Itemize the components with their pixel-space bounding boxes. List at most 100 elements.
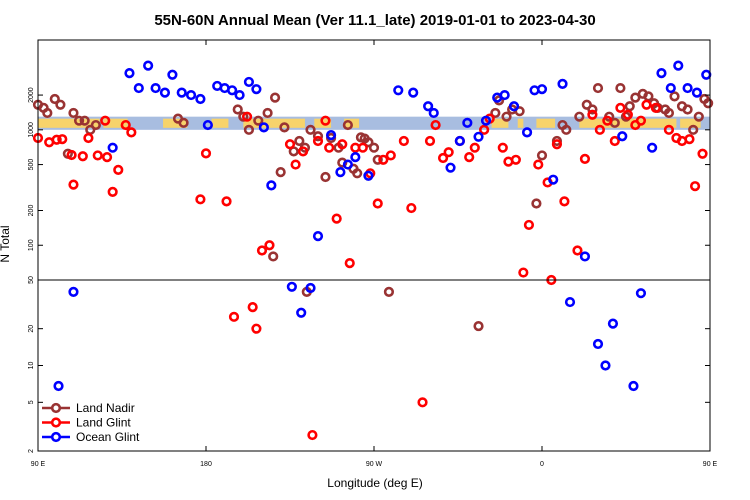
data-point (363, 137, 374, 148)
data-point (251, 84, 262, 95)
data-point (312, 131, 324, 142)
data-point (90, 119, 101, 131)
data-point (531, 198, 542, 209)
data-point (296, 307, 307, 318)
data-point (243, 124, 255, 135)
data-point (417, 397, 428, 408)
data-point (200, 148, 212, 159)
band-land (536, 118, 556, 128)
y-tick-label-upper: 500 (28, 159, 35, 171)
data-point (243, 76, 255, 88)
data-point (689, 181, 701, 192)
data-point (312, 135, 324, 147)
data-point (275, 167, 286, 178)
y-tick-label-lower: 50 (28, 276, 35, 284)
data-point (635, 115, 647, 126)
data-point (159, 87, 171, 98)
data-point (587, 109, 598, 120)
data-point (305, 282, 316, 294)
data-point (268, 251, 279, 262)
data-point (325, 130, 337, 141)
data-point (464, 152, 475, 163)
legend-label: Land Nadir (76, 401, 135, 415)
data-point (264, 240, 275, 251)
data-point (234, 89, 245, 101)
data-point (77, 151, 88, 162)
data-point (628, 380, 639, 392)
data-point (663, 124, 675, 135)
series-land-nadir (32, 82, 714, 332)
data-point (557, 78, 568, 89)
data-point (357, 142, 368, 153)
data-point (443, 147, 454, 158)
data-point (592, 82, 604, 94)
data-point (49, 93, 60, 105)
data-point (600, 360, 611, 371)
data-point (594, 124, 605, 135)
data-point (703, 98, 714, 109)
data-point (548, 174, 559, 185)
data-point (630, 92, 641, 103)
data-point (101, 152, 113, 163)
data-point (279, 122, 290, 133)
data-point (473, 320, 484, 332)
data-point (499, 89, 510, 101)
data-point (688, 124, 699, 135)
data-point (479, 124, 490, 135)
data-point (344, 258, 355, 269)
data-point (286, 281, 297, 292)
data-point (564, 296, 576, 308)
data-point (73, 115, 85, 126)
data-point (693, 111, 704, 122)
data-point (647, 142, 658, 153)
data-point (57, 134, 68, 145)
data-point (262, 107, 273, 119)
data-point (368, 142, 380, 153)
data-point (202, 119, 213, 131)
legend-marker (50, 402, 62, 414)
data-point (66, 149, 77, 161)
data-point (669, 91, 680, 102)
data-point (518, 267, 529, 278)
data-point (490, 107, 501, 119)
y-tick-label-upper: 1000 (28, 122, 35, 138)
data-point (307, 429, 318, 441)
data-point (430, 119, 441, 131)
data-point (378, 154, 389, 165)
data-point (350, 152, 361, 163)
data-point (536, 150, 548, 161)
data-point (195, 194, 206, 205)
data-point (297, 146, 309, 157)
data-point (473, 131, 484, 142)
data-point (561, 124, 572, 135)
data-point (335, 167, 346, 178)
data-point (178, 117, 189, 128)
data-point (592, 338, 604, 350)
band-land (579, 118, 677, 128)
y-axis-label: N Total (0, 225, 12, 262)
data-point (305, 124, 316, 135)
data-point (113, 164, 124, 175)
data-point (150, 82, 161, 94)
y-tick-label-lower: 10 (28, 362, 35, 370)
data-point (602, 115, 613, 126)
data-point (615, 102, 626, 113)
data-point (68, 107, 79, 119)
data-point (697, 148, 708, 159)
data-point (167, 69, 178, 80)
legend-label: Ocean Glint (76, 430, 140, 444)
data-point (508, 101, 520, 112)
data-point (100, 115, 111, 126)
data-point (185, 89, 197, 101)
legend-marker (50, 417, 62, 428)
data-point (523, 219, 535, 231)
data-point (551, 139, 563, 150)
data-point (53, 380, 64, 392)
data-point (227, 85, 238, 96)
data-point (238, 111, 249, 122)
data-point (120, 119, 131, 131)
data-point (124, 68, 135, 79)
x-tick-label: 90 E (703, 461, 718, 468)
